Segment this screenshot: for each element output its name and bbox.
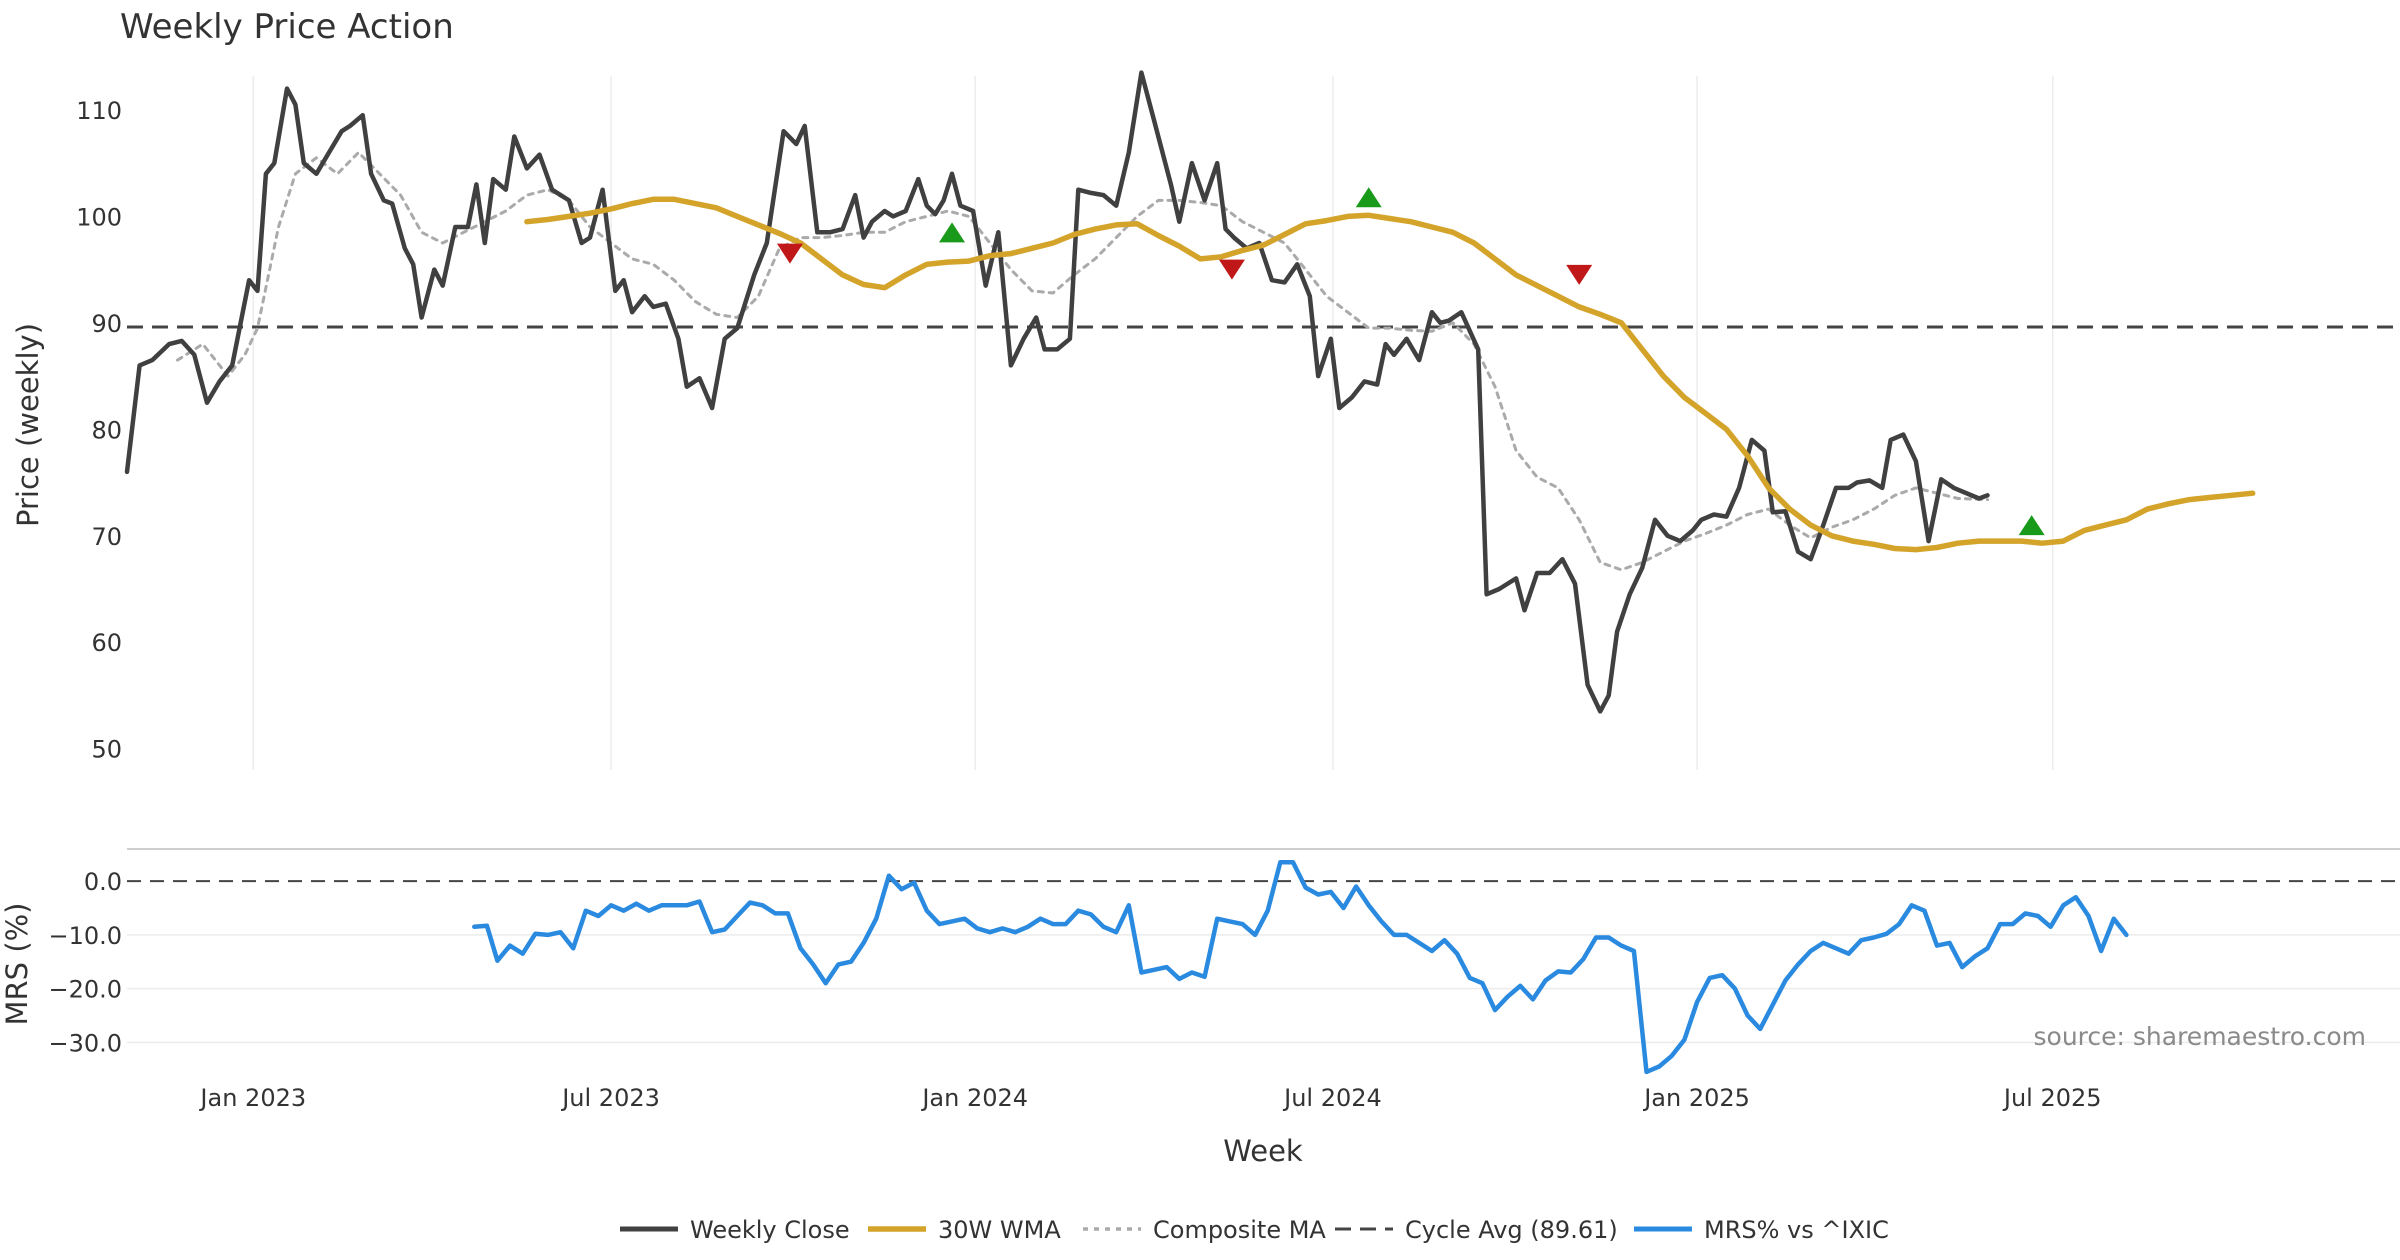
price-series [124, 70, 2400, 714]
weekly-close-line [124, 70, 1990, 714]
x-tick-label: Jul 2023 [560, 1084, 660, 1112]
x-tick-label: Jan 2025 [1642, 1084, 1750, 1112]
mrs-series [472, 860, 2129, 1075]
sell-signal-marker [1218, 259, 1245, 280]
price-y-tick-label: 50 [91, 736, 122, 764]
mrs-line [472, 860, 2129, 1075]
legend-label: Weekly Close [690, 1216, 850, 1244]
price-y-tick-label: 60 [91, 629, 122, 657]
mrs-gridlines [127, 880, 2400, 1044]
mrs-y-tick-label: −30.0 [48, 1029, 122, 1057]
mrs-y-tick-label: 0.0 [84, 868, 122, 896]
x-tick-label: Jul 2024 [1282, 1084, 1382, 1112]
price-y-tick-label: 110 [76, 97, 122, 125]
price-y-tick-label: 70 [91, 523, 122, 551]
source-label: source: sharemaestro.com [2034, 1022, 2367, 1051]
x-tick-labels: Jan 2023 Jul 2023 Jan 2024 Jul 2024 Jan 2025… [198, 1084, 2101, 1112]
price-y-ticks: 50 60 70 80 90 100 110 [76, 97, 122, 764]
x-axis-label: Week [1223, 1134, 1303, 1168]
wma-30w-line [524, 196, 2256, 553]
sell-signal-marker [776, 243, 803, 264]
legend-label: 30W WMA [938, 1216, 1061, 1244]
price-x-gridlines [252, 76, 2054, 770]
price-y-tick-label: 100 [76, 203, 122, 231]
buy-signal-marker [2018, 515, 2045, 536]
mrs-y-tick-label: −10.0 [48, 922, 122, 950]
legend-label: Cycle Avg (89.61) [1405, 1216, 1618, 1244]
price-y-axis-label: Price (weekly) [11, 323, 45, 527]
mrs-y-axis-label: MRS (%) [0, 903, 34, 1026]
chart-title: Weekly Price Action [120, 7, 454, 47]
buy-signal-marker [1355, 187, 1382, 208]
composite-ma-line [176, 151, 1989, 572]
signal-markers [776, 187, 2045, 536]
x-tick-label: Jul 2025 [2002, 1084, 2102, 1112]
mrs-y-ticks: 0.0 −10.0 −20.0 −30.0 [48, 868, 122, 1057]
sell-signal-marker [1566, 264, 1593, 285]
legend: Weekly Close 30W WMA Composite MA Cycle Avg… [620, 1216, 1889, 1244]
buy-signal-marker [939, 222, 966, 243]
price-y-tick-label: 90 [91, 310, 122, 338]
x-tick-label: Jan 2024 [920, 1084, 1028, 1112]
legend-label: MRS% vs ^IXIC [1704, 1216, 1889, 1244]
legend-label: Composite MA [1153, 1216, 1326, 1244]
x-tick-label: Jan 2023 [198, 1084, 306, 1112]
mrs-y-tick-label: −20.0 [48, 976, 122, 1004]
price-y-tick-label: 80 [91, 416, 122, 444]
